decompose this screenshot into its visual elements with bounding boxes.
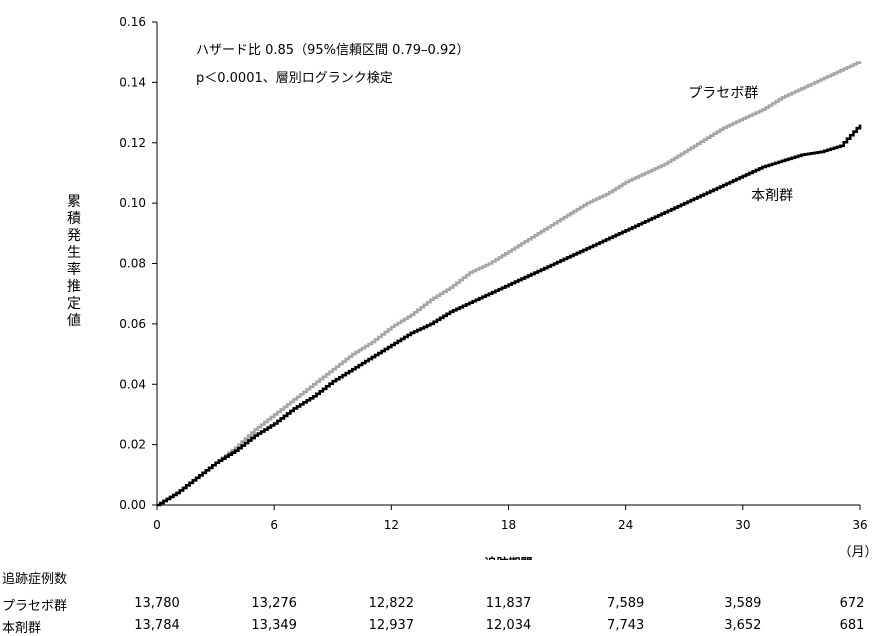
series-label: プラセボ群 xyxy=(688,85,758,101)
risk-cell: 12,034 xyxy=(485,618,532,633)
y-tick-label: 0.02 xyxy=(119,438,146,452)
annotation-text: ハザード比 0.85（95%信頼区間 0.79–0.92） xyxy=(196,43,470,58)
risk-cell: 3,652 xyxy=(724,618,762,633)
x-tick-label: 0 xyxy=(153,518,161,532)
y-axis-label-char: 定 xyxy=(67,296,81,312)
y-tick-label: 0.10 xyxy=(119,196,146,210)
x-tick-label: 12 xyxy=(384,518,399,532)
x-axis-label: 追跡期間 xyxy=(484,555,532,560)
x-tick-label: 36 xyxy=(852,518,867,532)
x-tick-label: 18 xyxy=(501,518,516,532)
series-line-placebo xyxy=(157,61,862,507)
risk-cell: 7,589 xyxy=(607,596,645,611)
risk-cell: 13,349 xyxy=(251,618,297,633)
y-axis-label-char: 累 xyxy=(67,194,81,210)
x-axis-unit: （月） xyxy=(838,545,876,560)
risk-cell: 13,780 xyxy=(134,596,180,611)
y-axis-label-char: 率 xyxy=(67,262,81,278)
risk-cell: 12,822 xyxy=(368,596,415,611)
y-axis-label: 累積発生率推定値 xyxy=(66,194,82,330)
series-line-treatment xyxy=(157,124,862,507)
risk-row-label: プラセボ群 xyxy=(2,599,68,614)
y-tick-label: 0.12 xyxy=(119,136,146,150)
x-tick-label: 6 xyxy=(270,518,278,532)
y-tick-label: 0.06 xyxy=(119,317,146,331)
risk-cell: 672 xyxy=(839,596,865,611)
y-axis-label-char: 生 xyxy=(67,245,81,261)
risk-cell: 11,837 xyxy=(485,596,532,611)
series-layer xyxy=(157,61,862,507)
series-label: 本剤群 xyxy=(751,188,793,204)
risk-cell: 12,937 xyxy=(368,618,415,633)
risk-cell: 13,276 xyxy=(251,596,297,611)
y-tick-label: 0.16 xyxy=(119,15,146,29)
y-tick-label: 0.00 xyxy=(119,498,146,512)
y-tick-label: 0.04 xyxy=(119,377,146,391)
x-tick-label: 30 xyxy=(735,518,750,532)
risk-cell: 7,743 xyxy=(607,618,645,633)
risk-cell: 3,589 xyxy=(724,596,762,611)
y-axis-label-char: 積 xyxy=(67,211,81,227)
y-tick-label: 0.08 xyxy=(119,257,146,271)
risk-row-label: 本剤群 xyxy=(2,621,42,636)
cumulative-incidence-chart: 0.00 0.02 0.04 0.06 0.08 0.10 0.12 0.14 0.16 0 6 12… xyxy=(119,15,876,560)
axes: 0.00 0.02 0.04 0.06 0.08 0.10 0.12 0.14 0.16 0 6 12… xyxy=(119,15,876,560)
annotation-text: p＜0.0001、層別ログランク検定 xyxy=(196,71,393,86)
risk-table-title: 追跡症例数 xyxy=(2,572,68,587)
y-tick-label: 0.14 xyxy=(119,75,146,89)
risk-cell: 13,784 xyxy=(134,618,180,633)
y-axis-label-char: 推 xyxy=(67,279,81,295)
y-axis-label-char: 発 xyxy=(67,228,81,244)
y-axis-label-char: 値 xyxy=(67,313,81,329)
risk-cell: 681 xyxy=(839,618,865,633)
x-tick-label: 24 xyxy=(618,518,633,532)
